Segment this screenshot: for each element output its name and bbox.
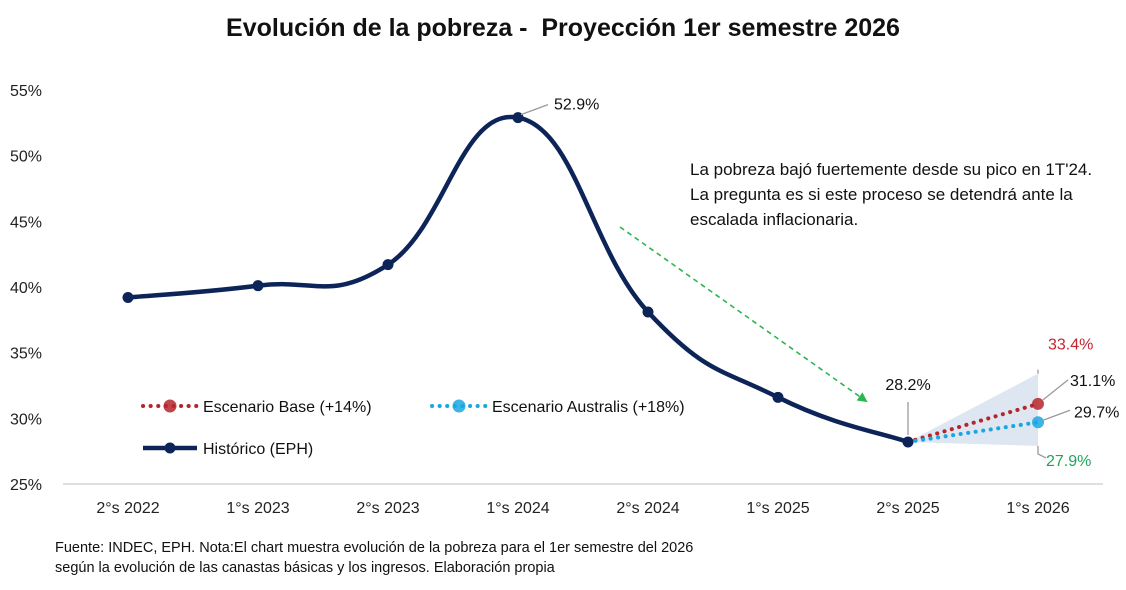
x-tick-label: 2°s 2024 xyxy=(616,500,679,517)
data-label: 28.2% xyxy=(885,377,930,394)
data-point-historico xyxy=(122,292,134,304)
legend-marker xyxy=(164,442,176,454)
data-point-historico xyxy=(642,306,654,318)
data-point-historico xyxy=(382,259,394,271)
legend-australis: Escenario Australis (+18%) xyxy=(430,399,685,416)
legend-marker xyxy=(452,399,466,413)
data-point-historico xyxy=(512,112,524,124)
series-line-australis xyxy=(906,420,1040,444)
data-label: 27.9% xyxy=(1046,453,1091,470)
y-tick-label: 35% xyxy=(10,346,42,363)
data-point-base xyxy=(1032,397,1044,410)
x-tick-label: 2°s 2025 xyxy=(876,500,939,517)
legend-label: Escenario Base (+14%) xyxy=(203,399,372,416)
y-tick-label: 45% xyxy=(10,214,42,231)
leader-line xyxy=(520,103,549,116)
x-tick-label: 1°s 2026 xyxy=(1006,500,1069,517)
y-tick-label: 50% xyxy=(10,149,42,166)
x-tick-label: 1°s 2025 xyxy=(746,500,809,517)
annotation-note: La pobreza bajó fuertemente desde su pic… xyxy=(690,160,1093,229)
data-label: 52.9% xyxy=(554,97,599,114)
trend-arrow xyxy=(619,226,868,403)
series-line-base xyxy=(906,401,1040,444)
y-tick-label: 40% xyxy=(10,280,42,297)
data-point-australis xyxy=(1032,416,1044,429)
data-label: 29.7% xyxy=(1074,404,1119,421)
y-tick-label: 25% xyxy=(10,477,42,494)
x-tick-label: 2°s 2022 xyxy=(96,500,159,517)
data-point-historico xyxy=(902,436,914,448)
legend-base: Escenario Base (+14%) xyxy=(141,399,372,416)
x-tick-label: 1°s 2024 xyxy=(486,500,549,517)
legend-historico: Histórico (EPH) xyxy=(143,441,313,458)
chart-title: Evolución de la pobreza - Proyección 1er… xyxy=(226,14,900,42)
data-point-historico xyxy=(772,391,784,403)
y-tick-label: 30% xyxy=(10,411,42,428)
data-label: 33.4% xyxy=(1048,337,1093,354)
x-tick-label: 2°s 2023 xyxy=(356,500,419,517)
data-label: 31.1% xyxy=(1070,373,1115,390)
source-note: Fuente: INDEC, EPH. Nota:El chart muestr… xyxy=(55,540,694,576)
leader-line xyxy=(1042,379,1069,401)
y-tick-label: 55% xyxy=(10,83,42,100)
leader-line xyxy=(1042,409,1071,421)
x-tick-label: 1°s 2023 xyxy=(226,500,289,517)
data-point-historico xyxy=(252,280,264,292)
legend-label: Histórico (EPH) xyxy=(203,441,313,458)
legend-marker xyxy=(163,399,177,413)
legend-label: Escenario Australis (+18%) xyxy=(492,399,685,416)
leader-line xyxy=(1037,445,1047,459)
